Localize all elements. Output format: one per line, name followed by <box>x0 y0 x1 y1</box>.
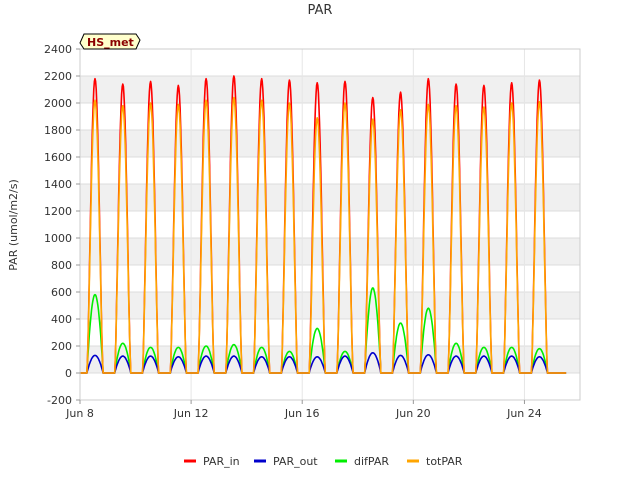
band <box>80 184 580 211</box>
badge-label: HS_met <box>87 36 134 49</box>
plot-area <box>80 49 580 400</box>
legend-label-PAR_in: PAR_in <box>203 455 240 468</box>
badge-shape <box>79 33 141 50</box>
x-tick-label: Jun 12 <box>173 407 209 420</box>
band <box>80 346 580 373</box>
y-tick-label: 1200 <box>44 205 72 218</box>
y-tick-label: 0 <box>65 367 72 380</box>
y-tick-label: 2200 <box>44 70 72 83</box>
y-tick-label: 2000 <box>44 97 72 110</box>
y-tick-label: 1000 <box>44 232 72 245</box>
legend: PAR_in PAR_out difPAR totPAR <box>184 455 463 468</box>
y-tick-label: 400 <box>51 313 72 326</box>
y-tick-label: -200 <box>47 394 72 407</box>
chart-title: PAR <box>308 3 333 18</box>
y-axis-label: PAR (umol/m2/s) <box>7 179 20 271</box>
y-tick-label: 600 <box>51 286 72 299</box>
plot-border <box>79 48 581 401</box>
background-bands <box>80 76 580 373</box>
y-tick-label: 1400 <box>44 178 72 191</box>
y-axis-ticks: -200 0 200 400 600 800 1000 1200 1400 1600 1800 200… <box>44 43 80 407</box>
hs-met-badge: HS_met <box>79 33 141 50</box>
x-tick-label: Jun 16 <box>284 407 320 420</box>
band <box>80 76 580 103</box>
y-tick-label: 800 <box>51 259 72 272</box>
series-layer <box>80 75 567 374</box>
x-axis-ticks: Jun 8 Jun 12 Jun 16 Jun 20 Jun 24 <box>65 400 542 420</box>
legend-label-PAR_out: PAR_out <box>273 455 318 468</box>
x-tick-label: Jun 20 <box>395 407 431 420</box>
y-tick-label: 1600 <box>44 151 72 164</box>
x-tick-label: Jun 24 <box>506 407 542 420</box>
series-line-difPAR <box>80 287 567 374</box>
band <box>80 238 580 265</box>
y-tick-label: 2400 <box>44 43 72 56</box>
legend-label-totPAR: totPAR <box>426 455 463 468</box>
series-line-totPAR <box>80 96 567 374</box>
y-tick-label: 200 <box>51 340 72 353</box>
band <box>80 130 580 157</box>
x-tick-label: Jun 8 <box>65 407 94 420</box>
y-tick-label: 1800 <box>44 124 72 137</box>
legend-label-difPAR: difPAR <box>354 455 389 468</box>
series-line-PAR_out <box>80 352 567 374</box>
band <box>80 292 580 319</box>
